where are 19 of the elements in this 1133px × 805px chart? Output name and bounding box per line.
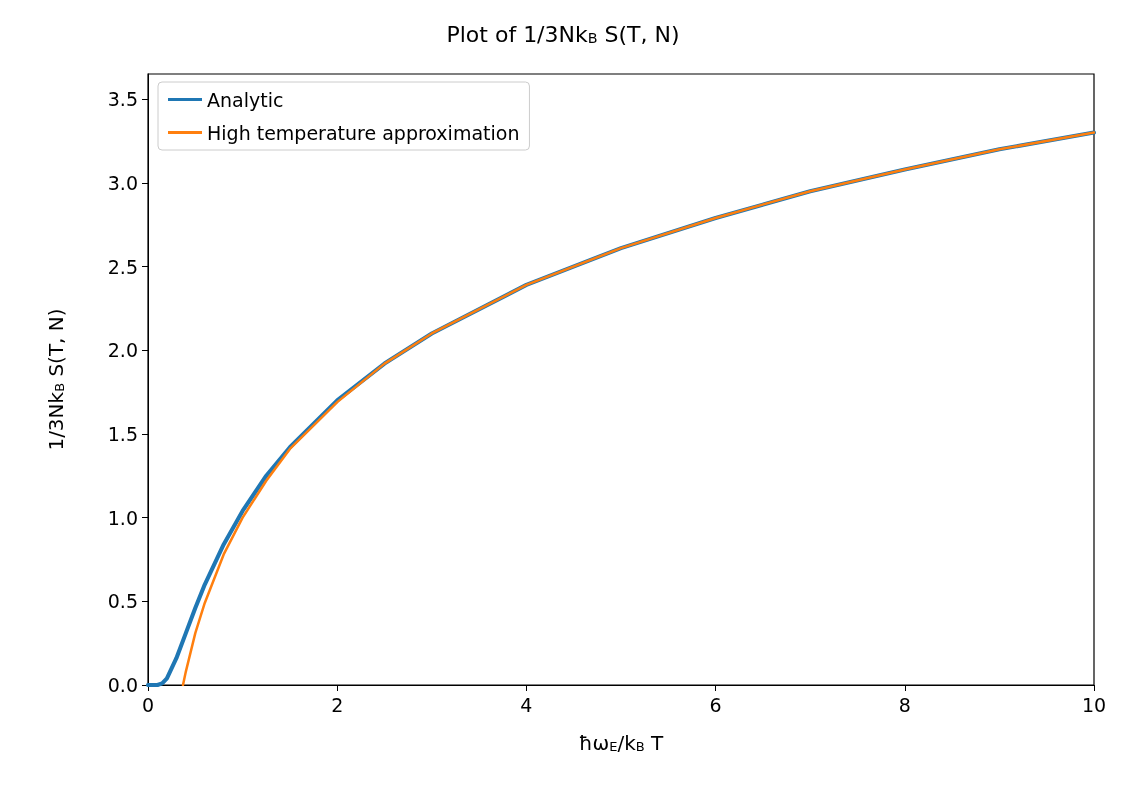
y-tick-label: 3.0 xyxy=(107,171,138,194)
x-tick-label: 10 xyxy=(1081,693,1107,716)
x-tick-label: 8 xyxy=(898,693,911,716)
x-tick-label: 6 xyxy=(709,693,722,716)
legend-label: Analytic xyxy=(207,88,284,111)
y-axis-title: 1/3NkB S(T, N) xyxy=(44,308,68,451)
y-tick-label: 0.5 xyxy=(107,590,138,613)
x-tick-label: 4 xyxy=(520,693,533,716)
chart-title: Plot of 1/3NkB S(T, N) xyxy=(446,21,680,47)
y-tick-label: 1.0 xyxy=(107,506,138,529)
x-tick-label: 2 xyxy=(331,693,344,716)
y-tick-label: 1.5 xyxy=(107,422,138,445)
x-axis-title: ħωE/kB T xyxy=(578,731,665,755)
y-tick-label: 0.0 xyxy=(107,674,138,696)
x-tick-label: 0 xyxy=(141,693,155,716)
y-tick-label: 2.0 xyxy=(107,339,138,362)
legend-label: High temperature approximation xyxy=(207,121,520,144)
y-tick-label: 3.5 xyxy=(107,88,138,111)
y-tick-label: 2.5 xyxy=(107,255,138,278)
